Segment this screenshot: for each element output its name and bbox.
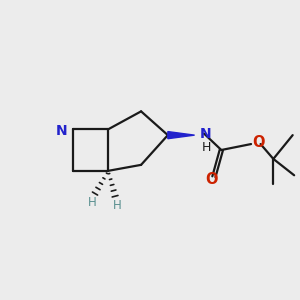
Text: O: O — [253, 135, 265, 150]
Text: N: N — [56, 124, 67, 138]
Text: H: H — [88, 196, 96, 209]
Text: N: N — [200, 127, 212, 141]
Text: O: O — [205, 172, 218, 187]
Polygon shape — [168, 132, 195, 139]
Text: H: H — [201, 141, 211, 154]
Text: H: H — [113, 199, 122, 212]
